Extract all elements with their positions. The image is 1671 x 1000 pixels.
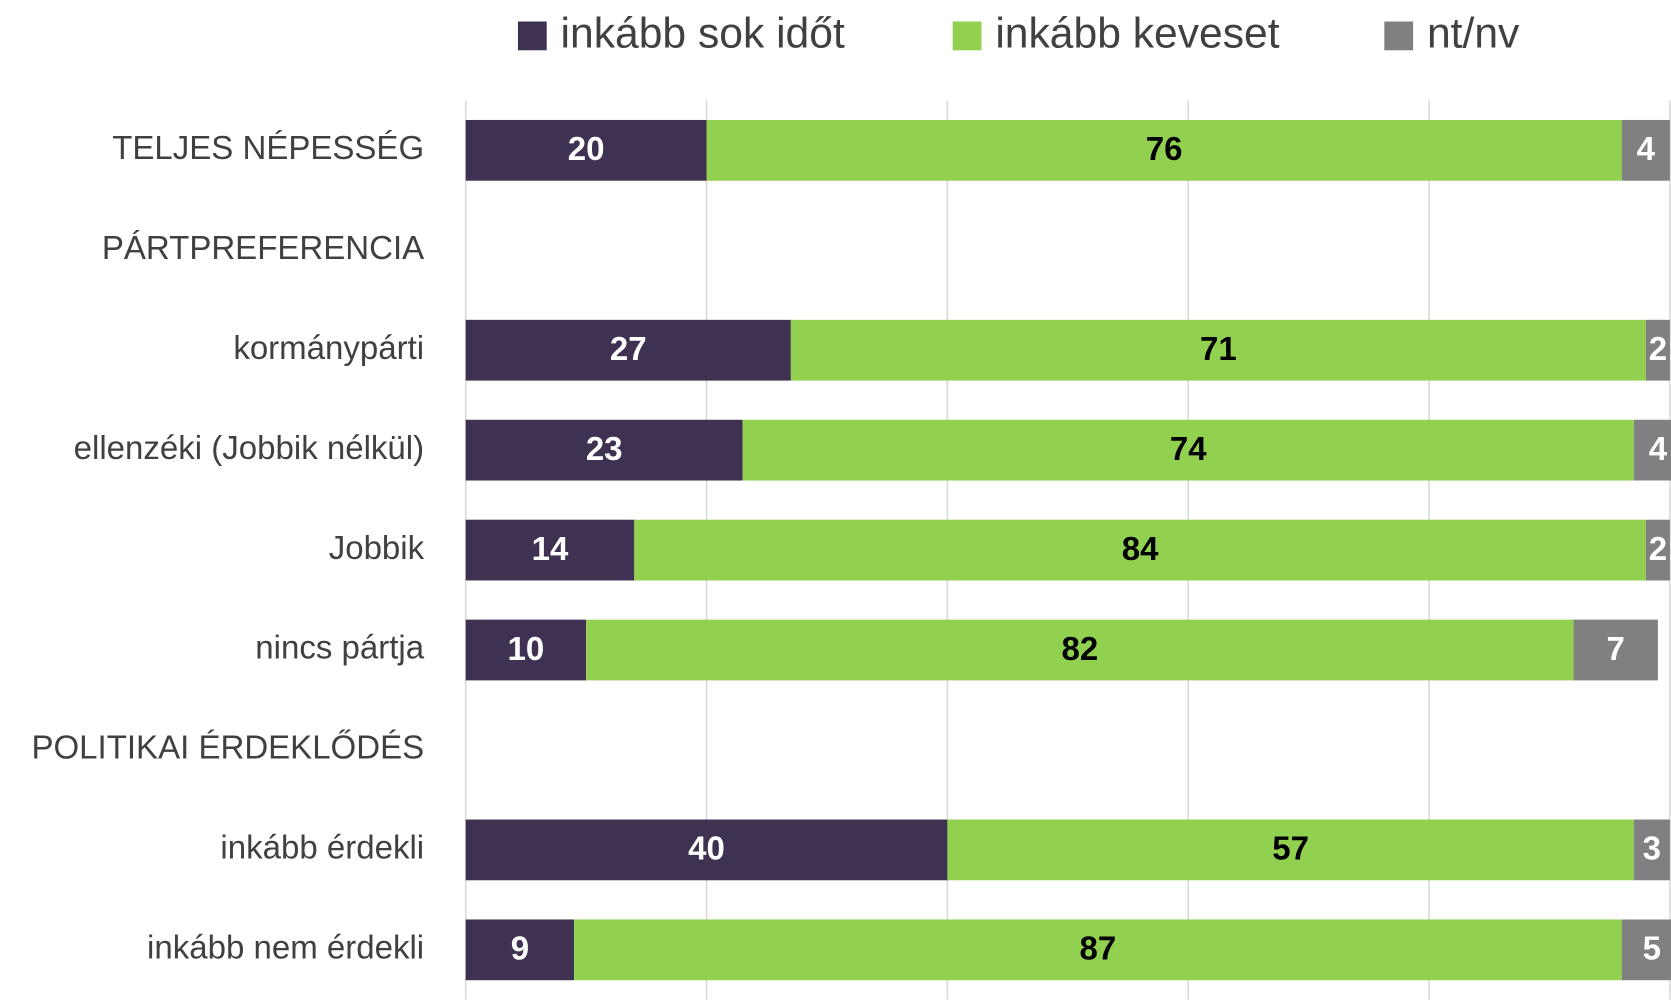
y-tick-label: POLITIKAI ÉRDEKLŐDÉS bbox=[31, 729, 424, 766]
y-tick-label: TELJES NÉPESSÉG bbox=[112, 129, 424, 166]
bar-segment bbox=[1621, 919, 1671, 981]
bar-segment bbox=[1621, 119, 1670, 181]
legend-label: inkább sok időt bbox=[561, 10, 845, 58]
data-label: 27 bbox=[610, 330, 647, 367]
bar-segment bbox=[1633, 419, 1671, 481]
data-label: 23 bbox=[586, 430, 623, 467]
y-tick-label: ellenzéki (Jobbik nélkül) bbox=[74, 429, 425, 466]
bar-segment bbox=[465, 619, 587, 681]
data-label: 74 bbox=[1170, 430, 1207, 467]
bar-segment bbox=[742, 419, 1634, 481]
data-label: 2 bbox=[1649, 530, 1667, 567]
bar-segment bbox=[574, 919, 1622, 981]
data-label: 3 bbox=[1643, 830, 1661, 867]
data-label: 2 bbox=[1649, 330, 1667, 367]
data-label: 4 bbox=[1637, 130, 1656, 167]
legend-swatch bbox=[952, 21, 982, 51]
bar-segment bbox=[706, 119, 1622, 181]
data-label: 7 bbox=[1607, 630, 1625, 667]
data-label: 57 bbox=[1272, 830, 1309, 867]
y-tick-label: Jobbik bbox=[329, 529, 425, 566]
y-tick-label: PÁRTPREFERENCIA bbox=[102, 229, 424, 266]
y-tick-label: inkább érdekli bbox=[220, 829, 424, 866]
bar-segment bbox=[465, 419, 743, 481]
data-label: 4 bbox=[1649, 430, 1668, 467]
legend-label: inkább keveset bbox=[995, 10, 1279, 58]
bar-segment bbox=[790, 319, 1646, 381]
data-label: 84 bbox=[1122, 530, 1159, 567]
data-label: 71 bbox=[1200, 330, 1237, 367]
y-tick-label: inkább nem érdekli bbox=[147, 929, 424, 966]
bar-segment bbox=[465, 319, 791, 381]
data-label: 20 bbox=[568, 130, 605, 167]
y-tick-label: nincs pártja bbox=[255, 629, 424, 666]
bar-segment bbox=[465, 119, 707, 181]
legend-label: nt/nv bbox=[1427, 10, 1520, 58]
bar-segment bbox=[465, 919, 575, 981]
bar-segment bbox=[1633, 819, 1670, 881]
data-label: 10 bbox=[508, 630, 545, 667]
data-label: 76 bbox=[1146, 130, 1183, 167]
bar-segment bbox=[465, 819, 948, 881]
legend-swatch bbox=[517, 21, 547, 51]
bar-segment bbox=[634, 519, 1646, 581]
data-label: 9 bbox=[511, 930, 529, 967]
bar-segment bbox=[465, 519, 635, 581]
bar-segment bbox=[947, 819, 1634, 881]
legend-swatch bbox=[1384, 21, 1414, 51]
y-tick-label: kormánypárti bbox=[233, 329, 424, 366]
data-label: 14 bbox=[532, 530, 569, 567]
data-label: 82 bbox=[1061, 630, 1098, 667]
bar-segment bbox=[1645, 319, 1670, 381]
bar-segment bbox=[1573, 619, 1658, 681]
data-label: 5 bbox=[1643, 930, 1661, 967]
data-label: 87 bbox=[1080, 930, 1117, 967]
bar-segment bbox=[1645, 519, 1670, 581]
data-label: 40 bbox=[688, 830, 725, 867]
bar-segment bbox=[586, 619, 1574, 681]
